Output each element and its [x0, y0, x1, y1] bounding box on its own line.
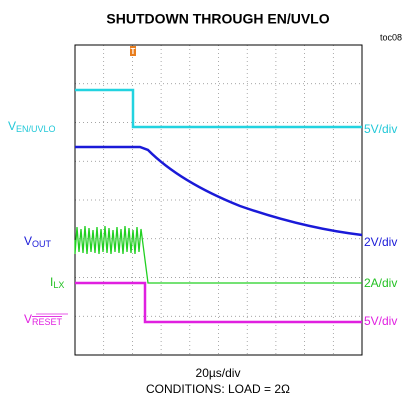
reset-trace	[75, 281, 362, 324]
grid	[75, 45, 362, 355]
trace-label: VEN/UVLO	[8, 119, 56, 134]
plot-frame	[74, 44, 363, 356]
figure-tag: toc08	[380, 32, 402, 42]
trace-scale: 2A/div	[364, 276, 397, 290]
conditions: CONDITIONS: LOAD = 2Ω	[146, 382, 290, 396]
ilx-trace	[74, 225, 362, 284]
timebase: 20µs/div	[196, 366, 241, 380]
trace-label: VOUT	[24, 234, 52, 249]
trace-scale: 5V/div	[364, 122, 397, 136]
vout-trace	[75, 145, 363, 237]
trace-label: ILX	[50, 275, 64, 290]
trace-label: VRESET	[24, 312, 63, 327]
svg-text:T: T	[131, 47, 136, 56]
title: SHUTDOWN THROUGH EN/UVLO	[106, 11, 329, 27]
trace-scale: 5V/div	[364, 314, 397, 328]
en-uvlo-trace	[75, 88, 362, 129]
trigger-marker: T	[130, 46, 136, 56]
trace-scale: 2V/div	[364, 235, 397, 249]
